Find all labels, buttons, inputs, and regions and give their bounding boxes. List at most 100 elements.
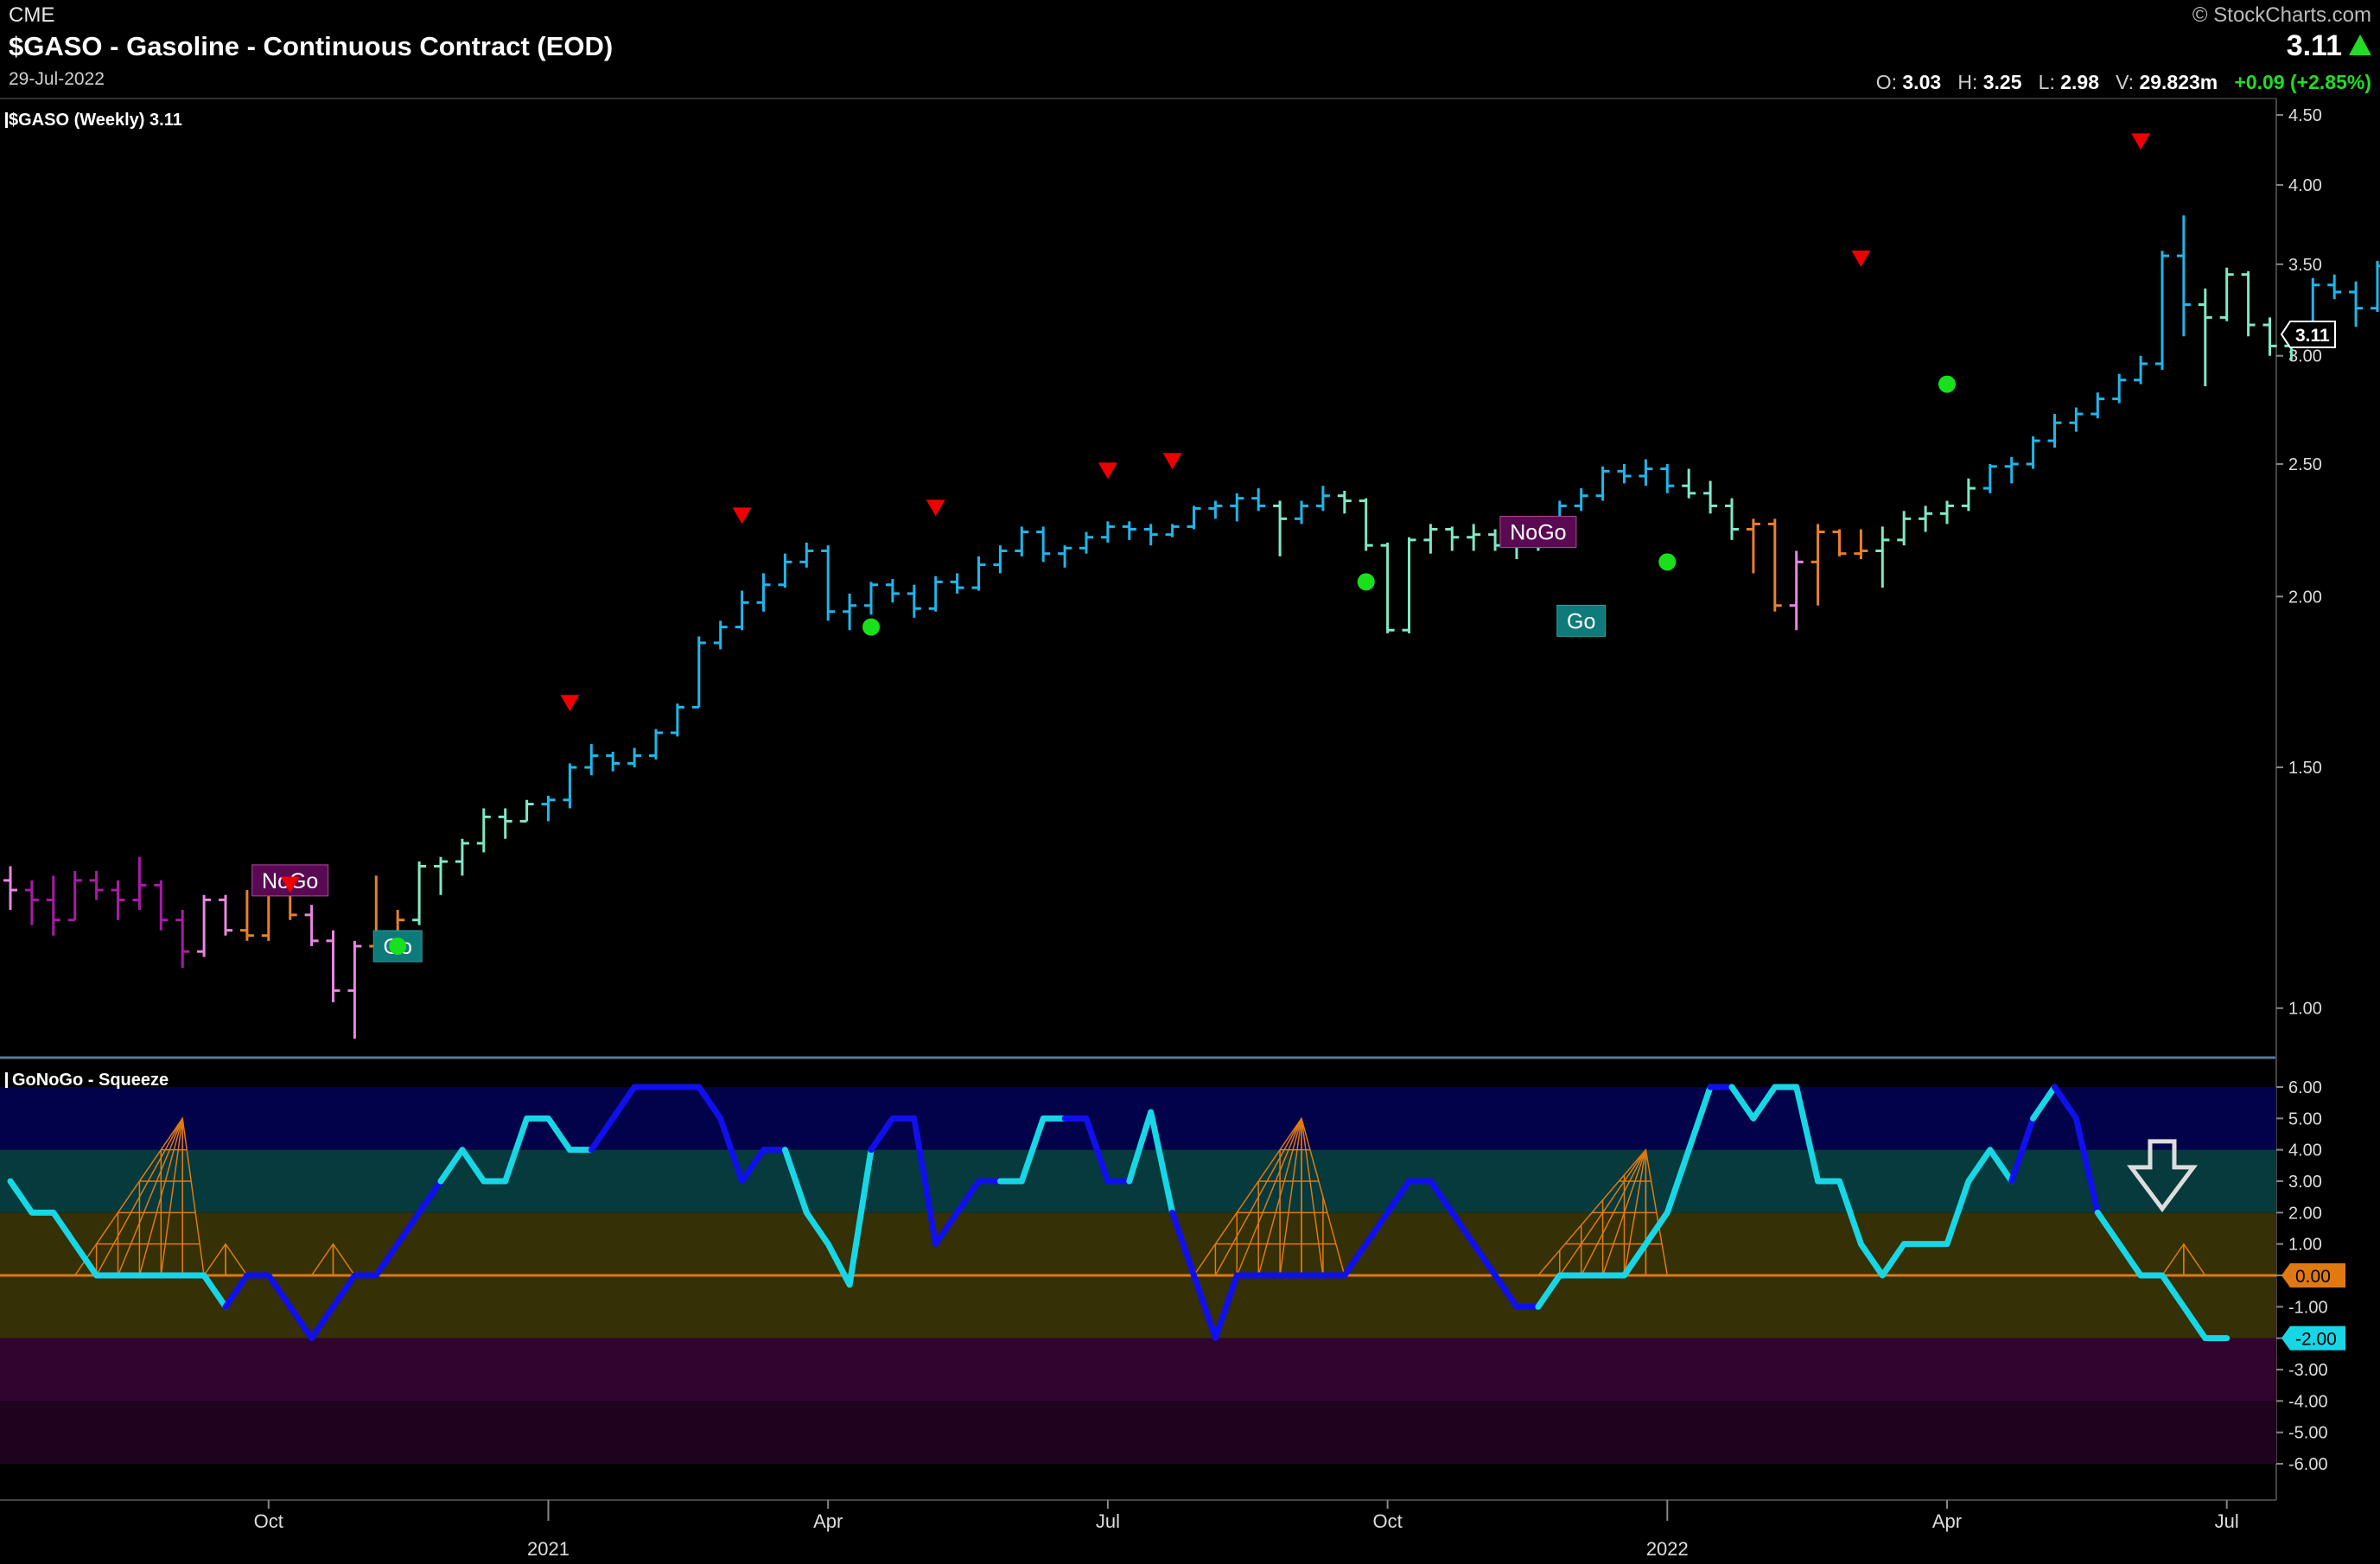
ohlc-bar — [1897, 511, 1912, 546]
ohlc-bar — [1079, 531, 1093, 554]
ohlc-bar — [1746, 518, 1760, 574]
ohlc-bar — [627, 747, 642, 768]
ohlc-bar — [1315, 486, 1330, 512]
ohlc-bar — [756, 573, 771, 612]
ohlc-bar — [1961, 478, 1976, 512]
oscillator-line — [7, 1084, 2230, 1342]
ohlc-bar — [691, 636, 706, 709]
ohlc-bar — [2134, 355, 2148, 385]
volume-value: 29.823m — [2139, 71, 2218, 93]
ohlc-bar — [239, 890, 254, 941]
ohlc-bar — [1230, 493, 1244, 522]
ohlc-bar — [1617, 464, 1632, 484]
ohlc-bar — [476, 808, 491, 853]
ohlc-bar — [498, 808, 512, 839]
nogo-label-text: NoGo — [1510, 521, 1566, 545]
ohlc-bar — [2047, 414, 2062, 448]
ohlc-bar — [154, 880, 169, 931]
ohlc-bar — [46, 875, 60, 936]
ohlc-bar — [1445, 526, 1460, 551]
ohlc-bar — [1467, 524, 1481, 551]
brand-link[interactable]: © StockCharts.com — [2192, 3, 2371, 27]
ohlc-bar — [1767, 518, 1782, 612]
go-trend-dot — [389, 937, 407, 955]
ohlc-bar — [2112, 373, 2127, 404]
ohlc-bar — [326, 930, 340, 1002]
go-label-text: Go — [1567, 609, 1595, 633]
ohlc-bar — [67, 870, 82, 922]
x-tick-label: Apr — [813, 1510, 843, 1532]
last-price: 3.11 — [2286, 29, 2342, 62]
ohlc-bar — [1122, 521, 1136, 540]
volume-label: V: — [2116, 71, 2135, 93]
countertrend-triangle — [1162, 453, 1182, 470]
countertrend-triangle — [2131, 133, 2151, 150]
ohlc-bar — [1402, 537, 1416, 633]
oscillator-bands — [0, 1087, 2276, 1464]
go-trend-dot — [862, 618, 880, 636]
ohlc-bar — [434, 856, 448, 895]
oscillator-y-tick-label: -4.00 — [2288, 1392, 2328, 1411]
ohlc-bar — [1036, 526, 1051, 563]
oscillator-legend: GoNoGo - Squeeze — [12, 1071, 169, 1090]
ohlc-bar — [799, 543, 814, 568]
oscillator-segment — [1169, 1178, 1542, 1342]
ohlc-bar — [197, 894, 212, 957]
ohlc-bar — [563, 763, 577, 809]
ohlc-bar — [1789, 550, 1804, 631]
change-value: +0.09 (+2.85%) — [2234, 71, 2371, 93]
ohlc-bar — [519, 799, 534, 823]
open-value: 3.03 — [1902, 71, 1942, 93]
ohlc-bar — [907, 584, 921, 618]
low-label: L: — [2038, 71, 2055, 93]
zero-value-tag-text: 0.00 — [2295, 1267, 2331, 1287]
price-y-tick-label: 1.00 — [2288, 1000, 2322, 1019]
oscillator-y-tick-label: -5.00 — [2288, 1424, 2328, 1443]
ohlc-bar — [885, 579, 900, 603]
ohlc-bar — [1100, 521, 1115, 544]
low-value: 2.98 — [2060, 71, 2099, 93]
price-y-tick-label: 4.00 — [2288, 176, 2322, 195]
oscillator-last-value-tag-text: -2.00 — [2295, 1330, 2337, 1350]
oscillator-segment — [2094, 1209, 2230, 1342]
squeeze-grid — [1537, 1148, 1669, 1276]
countertrend-triangle — [1851, 250, 1871, 267]
ohlc-bar — [713, 620, 728, 650]
oscillator-segment — [588, 1084, 788, 1185]
oscillator-segment — [868, 1115, 1003, 1248]
ohlc-bar — [1187, 505, 1201, 530]
squeeze-strut — [1581, 1149, 1647, 1276]
ohlc-bar — [1810, 524, 1825, 606]
oscillator-segment — [1061, 1115, 1133, 1185]
down-arrow-icon — [2127, 1139, 2198, 1213]
x-tick-label: Jul — [2215, 1510, 2239, 1532]
ohlc-bar — [993, 545, 1008, 574]
price-y-tick-label: 2.00 — [2288, 588, 2322, 607]
oscillator-segment — [1728, 1084, 2015, 1279]
ohlc-bar — [2327, 274, 2342, 300]
ohlc-bar — [584, 744, 599, 776]
x-tick-label: Oct — [1372, 1510, 1402, 1532]
go-label — [1556, 604, 1607, 637]
oscillator-segment — [1126, 1109, 1176, 1216]
ohlc-bar — [1940, 500, 1954, 525]
oscillator-segment — [7, 1178, 229, 1310]
legend-marker — [5, 112, 8, 128]
ohlc-bar — [1251, 488, 1266, 512]
ohlc-bar — [778, 553, 792, 588]
oscillator-segment — [502, 1115, 595, 1185]
oscillator-band — [0, 1212, 2276, 1275]
ohlc-bar — [1380, 543, 1395, 633]
squeeze-strut — [160, 1118, 183, 1276]
go-trend-dot — [1357, 573, 1375, 591]
ohlc-bar — [606, 751, 620, 772]
price-y-tick-label: 3.50 — [2288, 256, 2322, 275]
oscillator-segment — [996, 1115, 1068, 1185]
oscillator-y-tick-label: -6.00 — [2288, 1455, 2328, 1474]
price-y-axis: 1.00 1.50 2.00 2.50 3.00 3.50 4.00 4.50 — [2276, 106, 2322, 1019]
oscillator-segment — [437, 1147, 509, 1185]
ohlc-bar — [1058, 545, 1072, 568]
oscillator-y-tick-label: 3.00 — [2288, 1173, 2322, 1192]
price-annotations: NoGoGoNoGoGo — [251, 133, 2151, 963]
